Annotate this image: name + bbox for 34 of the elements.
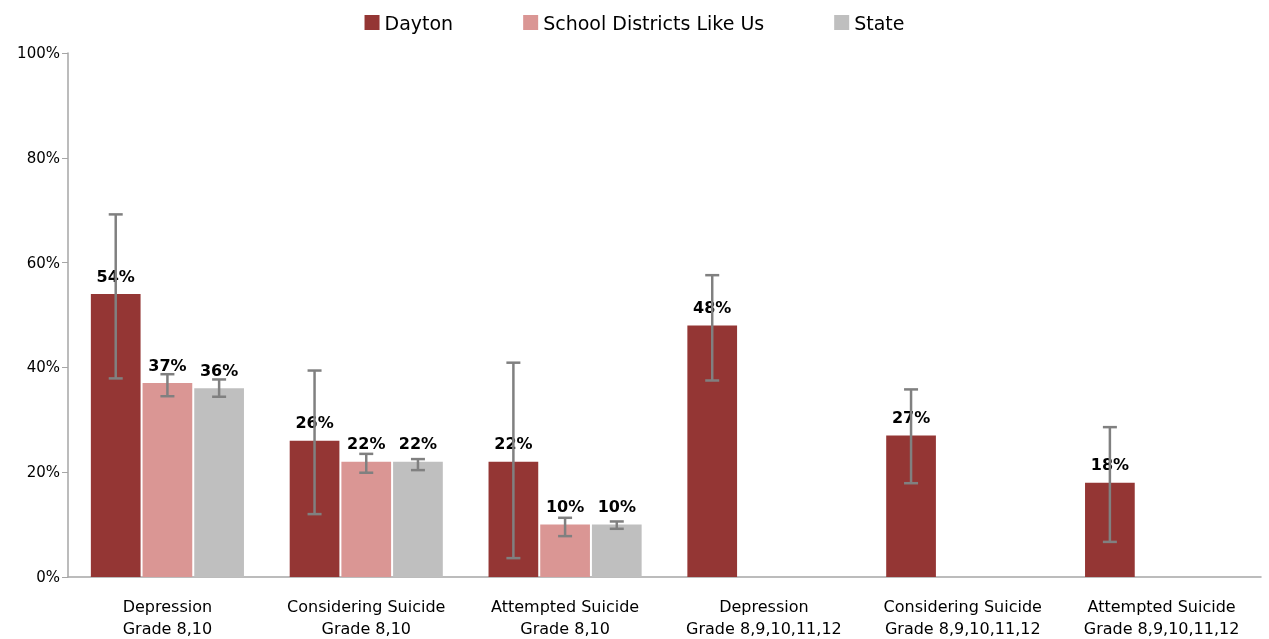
bar: [591, 524, 642, 577]
x-tick-label: Attempted Suicide Grade 8,9,10,11,12: [1083, 596, 1240, 638]
bar: [886, 435, 936, 577]
y-tick-label: 60%: [26, 253, 60, 272]
data-label: 22%: [398, 434, 438, 454]
bar: [341, 461, 392, 577]
data-label: 22%: [347, 434, 386, 454]
data-label: 22%: [494, 434, 533, 454]
bar: [90, 294, 141, 577]
data-label: 10%: [545, 497, 585, 517]
x-tick-label: Considering Suicide Grade 8,9,10,11,12: [883, 596, 1042, 638]
bar: [142, 383, 193, 577]
legend-label: Dayton: [384, 11, 454, 34]
y-tick-label: 0%: [36, 568, 60, 586]
y-tick-label: 80%: [26, 148, 60, 167]
y-tick-label: 20%: [26, 463, 60, 482]
y-tick-label: 40%: [26, 358, 60, 377]
bar: [540, 524, 590, 577]
bar: [194, 388, 244, 577]
data-label: 10%: [597, 497, 636, 517]
x-tick-label: Depression Grade 8,10: [122, 596, 213, 638]
x-tick-label: Depression Grade 8,9,10,11,12: [686, 596, 842, 638]
data-label: 37%: [148, 355, 187, 375]
bar: [289, 440, 340, 577]
bar: [1085, 482, 1135, 577]
legend-label: School Districts Like Us: [543, 11, 765, 34]
bar: [488, 461, 539, 577]
data-label: 36%: [199, 360, 239, 380]
bar: [687, 325, 738, 577]
x-tick-label: Attempted Suicide Grade 8,10: [491, 596, 640, 638]
bar: [393, 461, 443, 577]
legend-label: State: [854, 11, 905, 34]
x-tick-label: Considering Suicide Grade 8,10: [287, 596, 446, 638]
y-tick-label: 100%: [17, 44, 60, 62]
